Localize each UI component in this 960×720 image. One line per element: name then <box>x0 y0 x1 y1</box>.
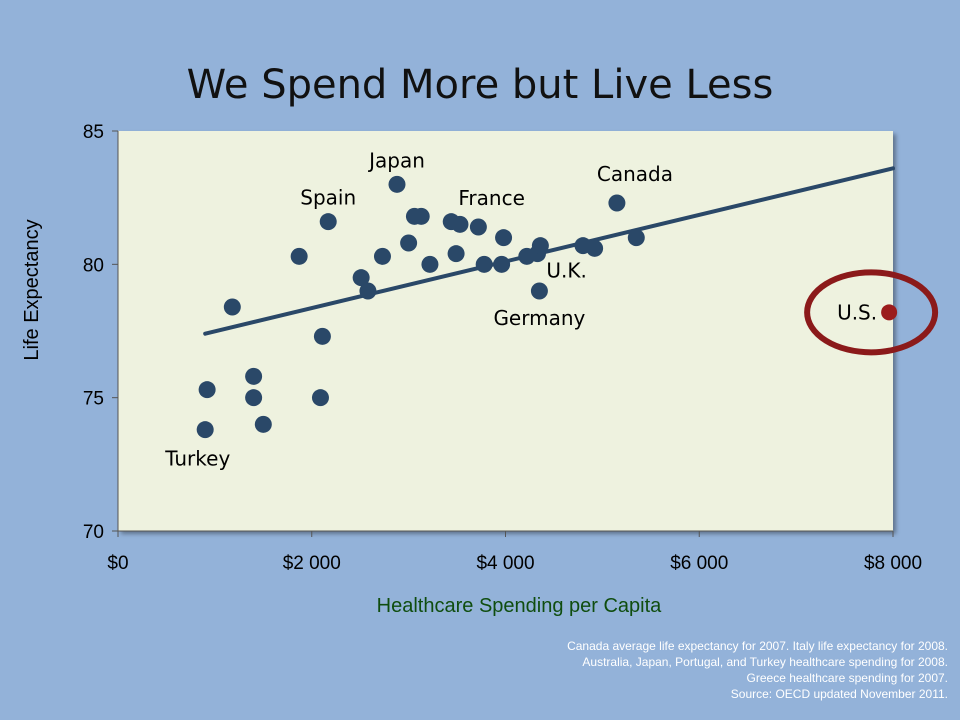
data-point <box>196 421 214 439</box>
point-label: Spain <box>300 186 356 210</box>
x-tick-label: $2 000 <box>283 553 341 574</box>
data-point <box>359 282 377 300</box>
chart-title: We Spend More but Live Less <box>186 62 774 108</box>
data-point <box>352 269 370 287</box>
highlight-group: U.S. <box>804 269 939 356</box>
point-label: France <box>458 186 525 210</box>
highlight-ring <box>804 269 939 356</box>
data-point <box>245 389 263 407</box>
y-axis-label: Life Expectancy <box>21 219 43 360</box>
trendline <box>203 166 895 336</box>
data-point <box>223 298 241 316</box>
data-point <box>388 175 406 193</box>
data-point <box>311 389 329 407</box>
y-tick-label: 75 <box>83 389 104 410</box>
data-point <box>586 239 604 257</box>
y-tick-label: 85 <box>83 122 104 143</box>
footnote-line: Greece healthcare spending for 2007. <box>746 671 948 685</box>
highlight-label: U.S. <box>837 300 877 324</box>
footnote-line: Canada average life expectancy for 2007.… <box>567 639 948 653</box>
footnote: Canada average life expectancy for 2007.… <box>567 638 948 702</box>
x-tick-label: $8 000 <box>864 553 922 574</box>
x-axis-label: Healthcare Spending per Capita <box>377 595 663 617</box>
data-point <box>447 245 465 263</box>
point-label: Germany <box>493 306 585 330</box>
data-point <box>245 367 263 385</box>
data-point <box>469 218 487 236</box>
data-points <box>196 175 645 439</box>
point-labels: Japan Spain France Canada U.K. Germany Turkey <box>164 148 673 470</box>
data-point <box>627 229 645 247</box>
y-tick-label: 70 <box>83 522 104 543</box>
x-tick-label: $0 <box>107 553 128 574</box>
data-point <box>475 255 493 273</box>
y-tick-label: 80 <box>83 255 104 276</box>
point-label: Japan <box>367 148 425 172</box>
highlight-point <box>881 304 898 321</box>
data-point <box>254 415 272 433</box>
data-point <box>495 229 513 247</box>
x-tick-label: $4 000 <box>476 553 534 574</box>
data-point <box>290 247 308 265</box>
data-point <box>313 327 331 345</box>
data-point <box>530 282 548 300</box>
trendline-group <box>203 166 895 336</box>
point-label: Turkey <box>164 447 230 471</box>
x-tick-label: $6 000 <box>670 553 728 574</box>
data-point <box>400 234 418 252</box>
data-point <box>319 213 337 231</box>
footnote-line: Australia, Japan, Portugal, and Turkey h… <box>582 655 948 669</box>
data-point <box>493 255 511 273</box>
footnote-line: Source: OECD updated November 2011. <box>730 687 948 701</box>
data-point <box>421 255 439 273</box>
point-label: U.K. <box>546 259 586 283</box>
data-point <box>373 247 391 265</box>
data-point <box>531 237 549 255</box>
data-point <box>451 215 469 233</box>
data-point <box>412 207 430 225</box>
data-point <box>608 194 626 212</box>
data-point <box>198 381 216 399</box>
axes: $0 $2 000 $4 000 $6 000 $8 000 70 75 80 85 <box>83 122 922 574</box>
point-label: Canada <box>597 162 673 186</box>
